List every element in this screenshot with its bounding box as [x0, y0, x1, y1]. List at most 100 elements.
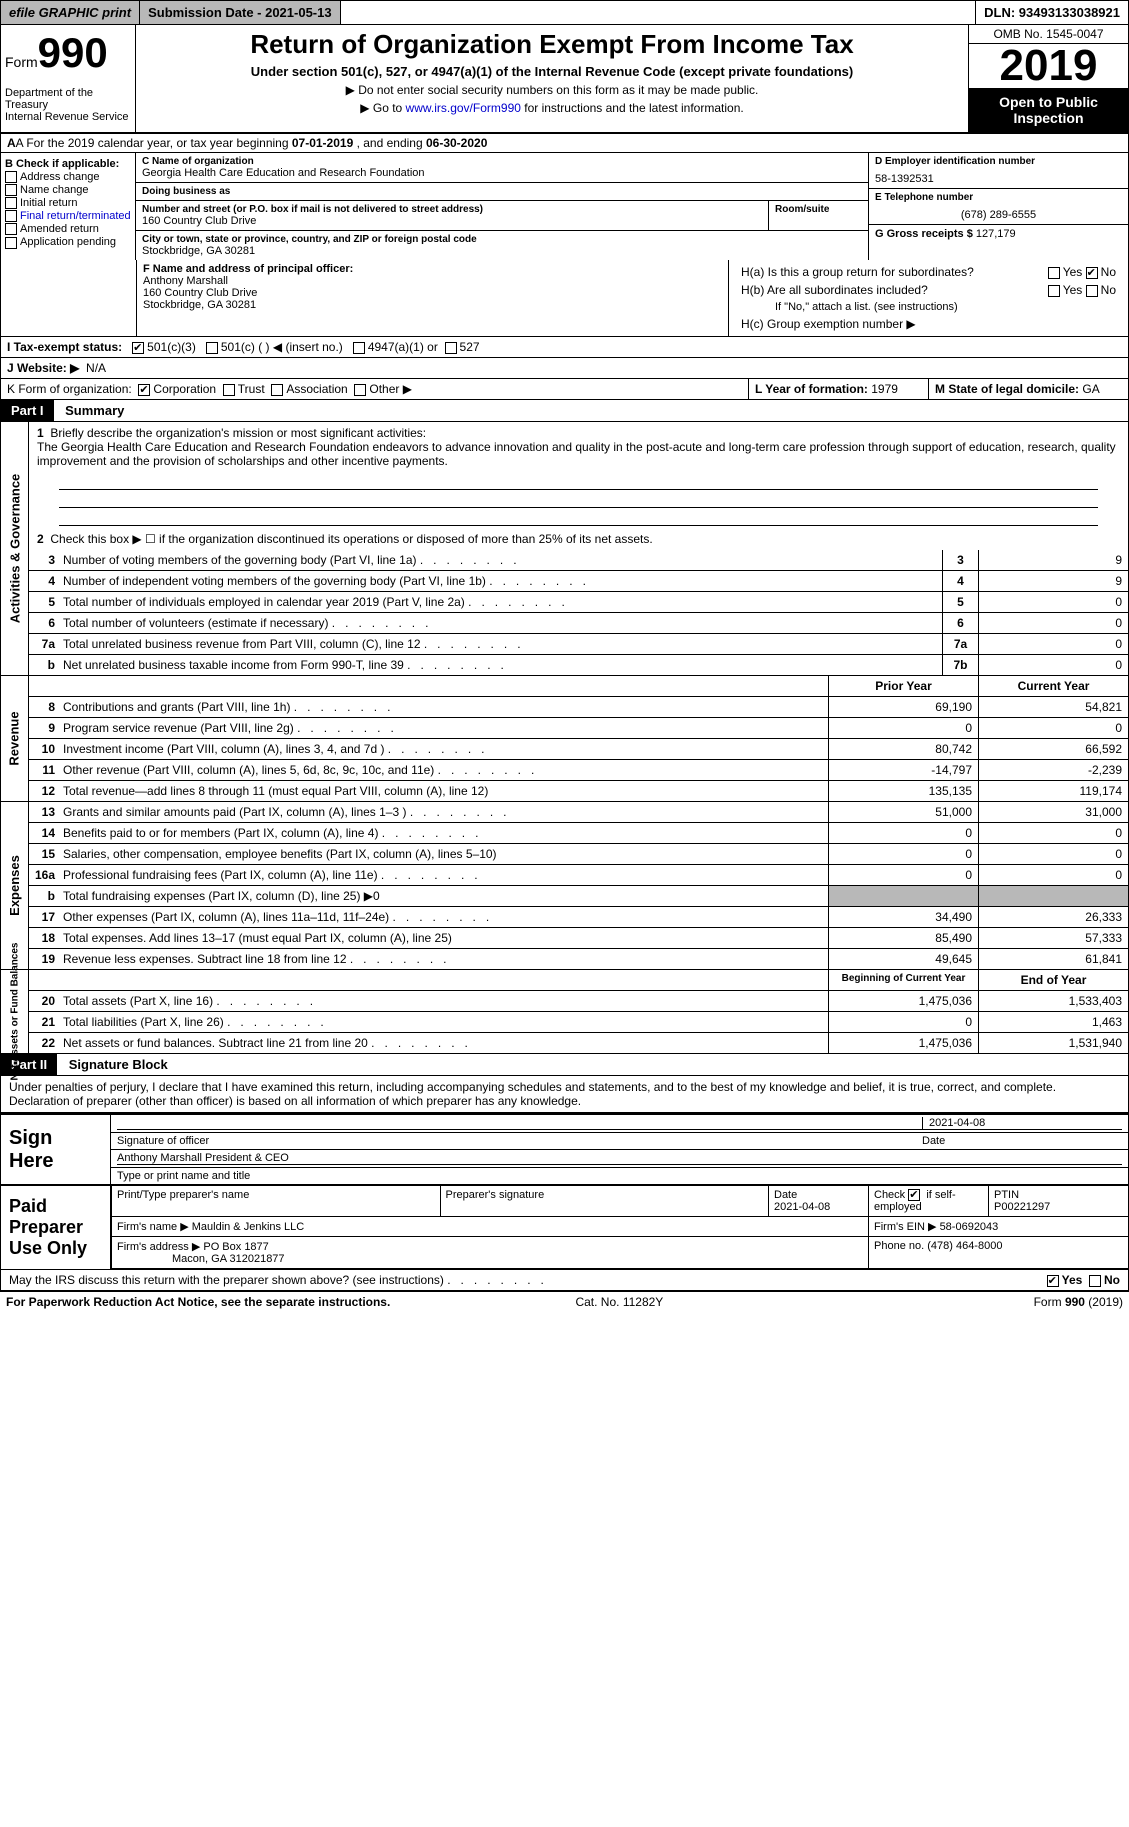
- phone: (678) 289-6555: [875, 209, 1122, 221]
- row-a: AA For the 2019 calendar year, or tax ye…: [0, 134, 1129, 153]
- tab-revenue: Revenue: [7, 711, 22, 765]
- org-name: Georgia Health Care Education and Resear…: [142, 167, 862, 179]
- sig-officer-label: Signature of officer: [117, 1135, 922, 1147]
- line16a: Professional fundraising fees (Part IX, …: [59, 865, 828, 885]
- header: Form990 Department of the Treasury Inter…: [0, 25, 1129, 134]
- gross-label: G Gross receipts $: [875, 228, 976, 240]
- prep-date: 2021-04-08: [774, 1201, 830, 1213]
- line15: Salaries, other compensation, employee b…: [59, 844, 828, 864]
- room-label: Room/suite: [775, 204, 862, 215]
- val7b: 0: [978, 655, 1128, 675]
- firm-phone: (478) 464-8000: [927, 1240, 1002, 1252]
- website-label: J Website: ▶: [7, 361, 79, 375]
- line12: Total revenue—add lines 8 through 11 (mu…: [59, 781, 828, 801]
- tax-status-label: I Tax-exempt status:: [7, 340, 122, 354]
- dept: Department of the Treasury Internal Reve…: [5, 87, 131, 123]
- firm-ein: 58-0692043: [940, 1221, 999, 1233]
- hb-note: If "No," attach a list. (see instruction…: [735, 299, 1122, 315]
- line18: Total expenses. Add lines 13–17 (must eq…: [59, 928, 828, 948]
- row-fh: F Name and address of principal officer:…: [0, 260, 1129, 337]
- street-addr: 160 Country Club Drive: [142, 215, 762, 227]
- domicile: GA: [1082, 382, 1099, 396]
- val7a: 0: [978, 634, 1128, 654]
- val5: 0: [978, 592, 1128, 612]
- city: Stockbridge, GA 30281: [142, 245, 862, 257]
- sign-here: Sign Here: [1, 1115, 111, 1184]
- instruction-1: ▶ Do not enter social security numbers o…: [140, 83, 964, 97]
- top-bar: efile GRAPHIC print Submission Date - 20…: [0, 0, 1129, 25]
- year-formed: 1979: [871, 382, 898, 396]
- tab-governance: Activities & Governance: [7, 474, 22, 624]
- officer-typed-name: Anthony Marshall President & CEO: [117, 1152, 1122, 1165]
- ptin: P00221297: [994, 1201, 1050, 1213]
- officer-addr: 160 Country Club Drive: [143, 287, 722, 299]
- form-title: Return of Organization Exempt From Incom…: [140, 29, 964, 60]
- val4: 9: [978, 571, 1128, 591]
- line2: Check this box ▶ ☐ if the organization d…: [50, 532, 652, 546]
- instruction-2: ▶ Go to www.irs.gov/Form990 for instruct…: [140, 101, 964, 115]
- line7a: Total unrelated business revenue from Pa…: [59, 634, 942, 654]
- city-label: City or town, state or province, country…: [142, 234, 862, 245]
- addr-label: Number and street (or P.O. box if mail i…: [142, 204, 762, 215]
- dba-label: Doing business as: [142, 186, 862, 197]
- line16b: Total fundraising expenses (Part IX, col…: [59, 886, 828, 906]
- line21: Total liabilities (Part X, line 26): [59, 1012, 828, 1032]
- form-subtitle: Under section 501(c), 527, or 4947(a)(1)…: [140, 64, 964, 79]
- discuss-question: May the IRS discuss this return with the…: [9, 1273, 544, 1287]
- org-name-label: C Name of organization: [142, 156, 862, 167]
- ha-label: H(a) Is this a group return for subordin…: [741, 265, 974, 279]
- entity-grid: B Check if applicable: Address change Na…: [0, 153, 1129, 260]
- line22: Net assets or fund balances. Subtract li…: [59, 1033, 828, 1053]
- prep-name-hdr: Print/Type preparer's name: [111, 1186, 440, 1217]
- part2-title: Signature Block: [61, 1057, 168, 1072]
- dln: DLN: 93493133038921: [975, 1, 1128, 24]
- line20: Total assets (Part X, line 16): [59, 991, 828, 1011]
- gross-receipts: 127,179: [976, 228, 1016, 240]
- paperwork-notice: For Paperwork Reduction Act Notice, see …: [6, 1295, 390, 1309]
- val3: 9: [978, 550, 1128, 570]
- mission-text: The Georgia Health Care Education and Re…: [37, 440, 1116, 468]
- officer-name: Anthony Marshall: [143, 275, 722, 287]
- line6: Total number of volunteers (estimate if …: [59, 613, 942, 633]
- tax-year: 2019: [969, 44, 1128, 88]
- mission-label: Briefly describe the organization's miss…: [50, 426, 426, 440]
- website: N/A: [86, 361, 106, 375]
- col-b: B Check if applicable: Address change Na…: [1, 153, 136, 260]
- footer: For Paperwork Reduction Act Notice, see …: [0, 1291, 1129, 1312]
- officer-city: Stockbridge, GA 30281: [143, 299, 722, 311]
- firm-name: Mauldin & Jenkins LLC: [192, 1221, 305, 1233]
- open-inspection: Open to Public Inspection: [969, 88, 1128, 132]
- line19: Revenue less expenses. Subtract line 18 …: [59, 949, 828, 969]
- prep-sig-hdr: Preparer's signature: [440, 1186, 769, 1217]
- paid-preparer: Paid Preparer Use Only: [1, 1186, 111, 1269]
- val6: 0: [978, 613, 1128, 633]
- perjury-decl: Under penalties of perjury, I declare th…: [0, 1076, 1129, 1113]
- line4: Number of independent voting members of …: [59, 571, 942, 591]
- sig-date: 2021-04-08: [922, 1117, 1122, 1130]
- type-name-label: Type or print name and title: [111, 1168, 1128, 1184]
- submission-date: Submission Date - 2021-05-13: [140, 1, 341, 24]
- ein: 58-1392531: [875, 173, 1122, 185]
- line7b: Net unrelated business taxable income fr…: [59, 655, 942, 675]
- form990-link[interactable]: www.irs.gov/Form990: [406, 101, 521, 115]
- cat-no: Cat. No. 11282Y: [575, 1295, 663, 1309]
- efile-label[interactable]: efile GRAPHIC print: [1, 1, 140, 24]
- part1-title: Summary: [57, 403, 124, 418]
- line3: Number of voting members of the governin…: [59, 550, 942, 570]
- col-beg: Beginning of Current Year: [828, 970, 978, 990]
- form-label: Form: [5, 54, 38, 70]
- tab-expenses: Expenses: [7, 855, 22, 916]
- line10: Investment income (Part VIII, column (A)…: [59, 739, 828, 759]
- col-prior: Prior Year: [828, 676, 978, 696]
- line8: Contributions and grants (Part VIII, lin…: [59, 697, 828, 717]
- officer-label: F Name and address of principal officer:: [143, 263, 353, 275]
- hb-label: H(b) Are all subordinates included?: [741, 283, 928, 297]
- col-curr: Current Year: [978, 676, 1128, 696]
- line17: Other expenses (Part IX, column (A), lin…: [59, 907, 828, 927]
- col-end: End of Year: [978, 970, 1128, 990]
- line11: Other revenue (Part VIII, column (A), li…: [59, 760, 828, 780]
- line5: Total number of individuals employed in …: [59, 592, 942, 612]
- line14: Benefits paid to or for members (Part IX…: [59, 823, 828, 843]
- line9: Program service revenue (Part VIII, line…: [59, 718, 828, 738]
- phone-label: E Telephone number: [875, 192, 1122, 203]
